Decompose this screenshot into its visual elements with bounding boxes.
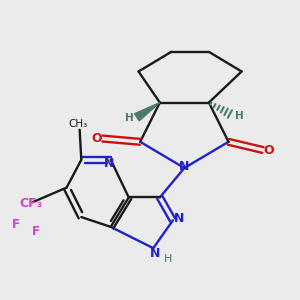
Text: N: N <box>174 212 184 225</box>
Text: O: O <box>263 143 274 157</box>
Text: N: N <box>179 160 190 173</box>
Text: H: H <box>235 111 243 121</box>
Text: F: F <box>12 218 20 231</box>
Text: H: H <box>125 113 134 123</box>
Text: O: O <box>92 132 102 145</box>
Text: CH₃: CH₃ <box>68 119 88 129</box>
Text: N: N <box>150 247 160 260</box>
Text: CF₃: CF₃ <box>19 197 42 211</box>
Polygon shape <box>135 103 160 121</box>
Text: H: H <box>164 254 172 264</box>
Text: F: F <box>32 225 40 238</box>
Text: N: N <box>104 157 114 169</box>
